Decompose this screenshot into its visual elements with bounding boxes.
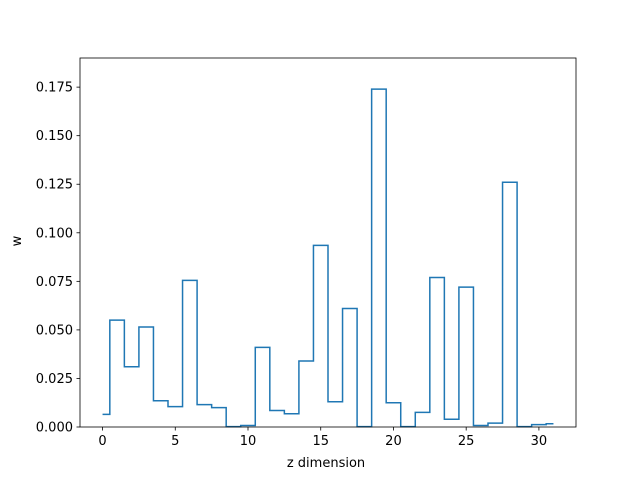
y-axis-label: w xyxy=(10,235,25,246)
x-tick-label: 30 xyxy=(531,434,548,449)
y-tick-label: 0.100 xyxy=(36,226,73,241)
y-tick-label: 0.150 xyxy=(36,129,73,144)
y-tick-label: 0.050 xyxy=(36,323,73,338)
y-tick-label: 0.075 xyxy=(36,275,73,290)
plot-frame xyxy=(79,57,577,428)
x-tick-label: 10 xyxy=(240,434,257,449)
x-tick-label: 15 xyxy=(312,434,329,449)
x-tick-label: 25 xyxy=(458,434,475,449)
y-tick-label: 0.175 xyxy=(36,81,73,96)
plot-area xyxy=(102,88,554,428)
y-tick-label: 0.025 xyxy=(36,372,73,387)
y-tick-label: 0.125 xyxy=(36,178,73,193)
series-line-0 xyxy=(102,88,554,428)
x-tick-label: 0 xyxy=(98,434,106,449)
axes: 0 5 10 15 20 25 30 0.000 0.025 0.050 0.075 0.100 0.1… xyxy=(36,57,577,449)
x-tick-label: 5 xyxy=(171,434,179,449)
x-axis-label: z dimension xyxy=(287,456,365,471)
x-tick-label: 20 xyxy=(385,434,402,449)
y-tick-label: 0.000 xyxy=(36,421,73,436)
